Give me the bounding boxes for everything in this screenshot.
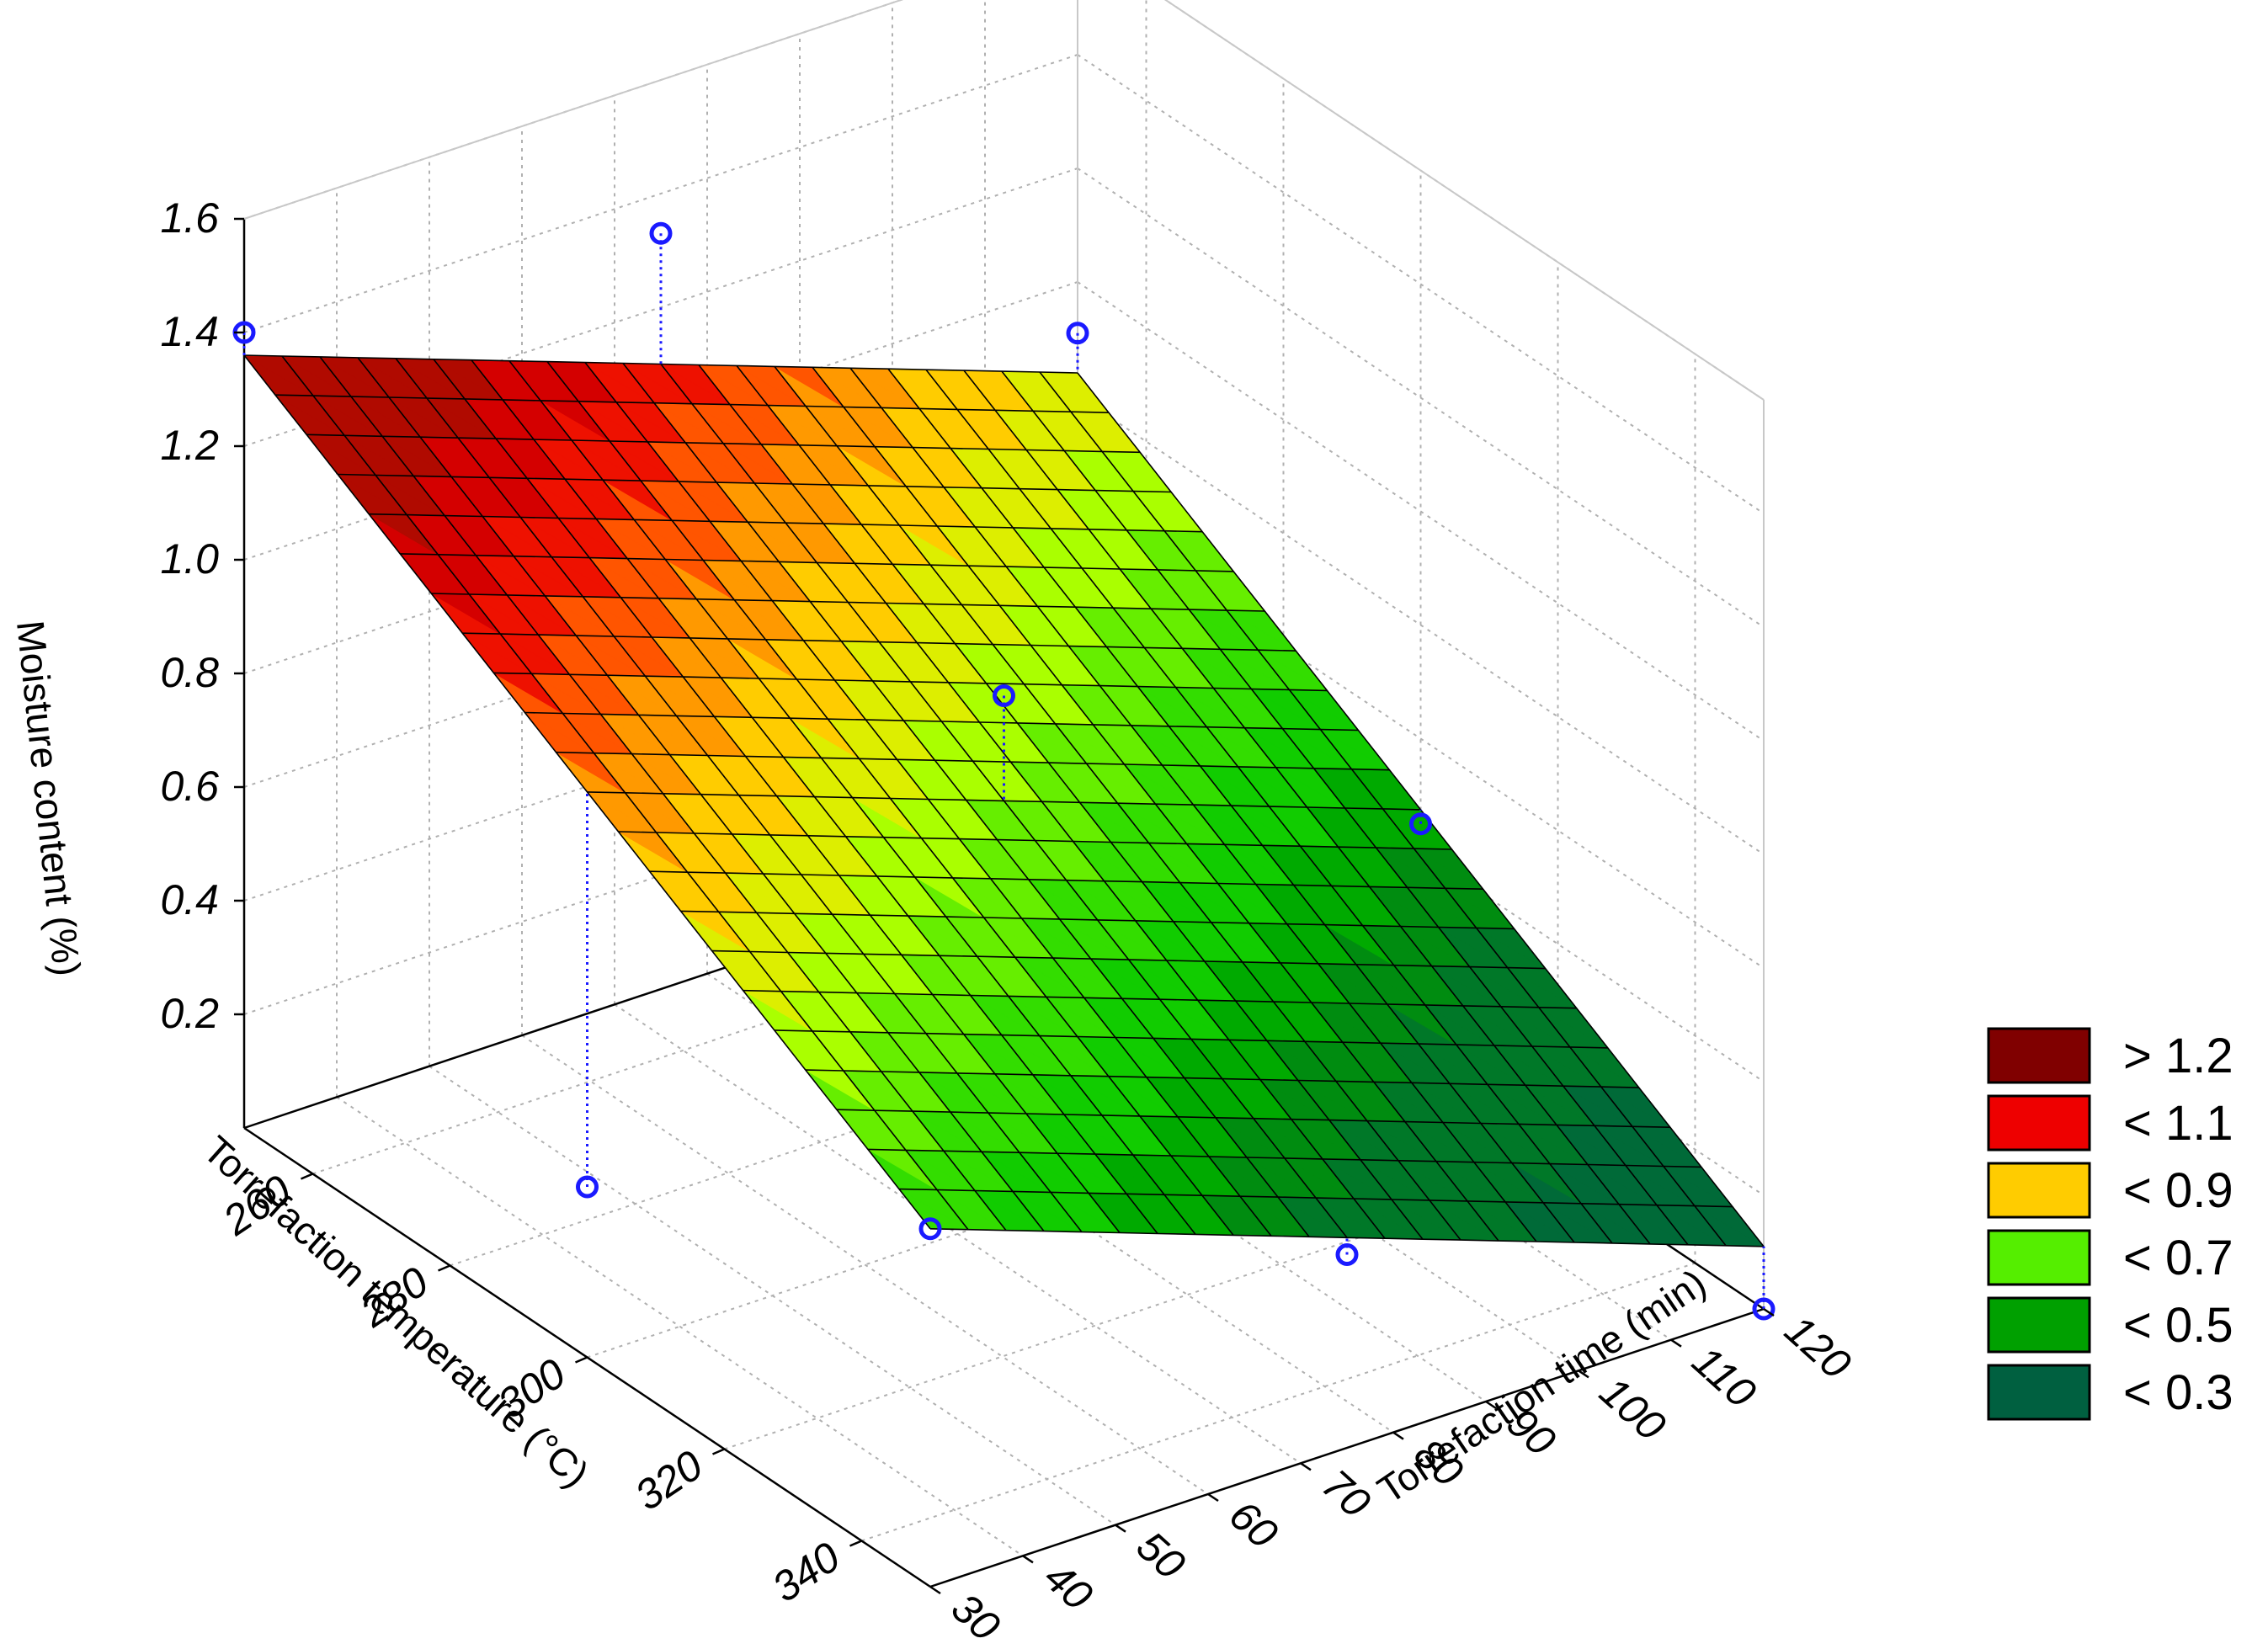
observed-point: [576, 1175, 599, 1199]
x-tick-mark: [438, 1264, 450, 1272]
y-tick-label: 110: [1684, 1337, 1765, 1417]
mesh-line: [774, 1029, 1608, 1049]
y-tick-label: 30: [943, 1584, 1009, 1649]
mesh-line: [929, 1228, 1765, 1247]
mesh-line: [1039, 371, 1727, 1247]
z-tick-label: 1.0: [160, 535, 219, 582]
y-tick-label: 50: [1128, 1522, 1195, 1588]
y-tick-mark: [1115, 1524, 1126, 1533]
legend-label: > 1.2: [2123, 1029, 2233, 1083]
legend-label: < 0.3: [2123, 1365, 2233, 1420]
y-tick-mark: [1578, 1370, 1589, 1379]
y-tick-mark: [1300, 1462, 1312, 1471]
mesh-line: [805, 1069, 1639, 1088]
observed-point: [1066, 322, 1089, 345]
mesh-line: [736, 364, 1424, 1240]
y-tick-mark: [1763, 1307, 1775, 1317]
grid-line: [312, 895, 1147, 1175]
legend-swatch: [1987, 1364, 2091, 1421]
z-tick-label: 1.2: [160, 422, 219, 469]
y-tick-label: 70: [1313, 1460, 1380, 1527]
legend: > 1.2 < 1.1 < 0.9 < 0.7 < 0.5 < 0.3: [1987, 1027, 2233, 1421]
x-tick-mark: [712, 1448, 725, 1455]
grid-line: [1077, 54, 1765, 514]
legend-label: < 0.5: [2123, 1298, 2233, 1353]
x-tick-mark: [301, 1173, 313, 1180]
legend-swatch: [1987, 1296, 2091, 1354]
legend-label: < 0.9: [2123, 1163, 2233, 1218]
mesh-line: [925, 369, 1613, 1244]
legend-swatch: [1987, 1229, 2091, 1286]
mesh-line: [743, 989, 1577, 1009]
grid-line: [429, 1065, 1116, 1526]
y-axis-label: Torrefaction time (min): [1370, 1260, 1713, 1512]
z-tick-label: 0.2: [160, 990, 219, 1037]
legend-swatch: [1987, 1162, 2091, 1219]
y-tick-mark: [1022, 1555, 1034, 1564]
mesh-line: [660, 364, 1348, 1238]
box-edge: [243, 0, 904, 220]
mesh-line: [836, 1109, 1670, 1128]
y-tick-mark: [929, 1585, 941, 1595]
z-tick-label: 0.8: [160, 649, 219, 696]
mesh-line: [618, 831, 1452, 850]
grid-line: [243, 54, 1078, 333]
grid-line: [243, 0, 904, 220]
y-tick-label: 100: [1591, 1368, 1675, 1450]
mesh-line: [698, 364, 1386, 1239]
mesh-line: [887, 368, 1575, 1243]
grid-line: [521, 1035, 1209, 1495]
y-tick-label: 60: [1221, 1492, 1287, 1558]
mesh-line: [898, 1188, 1733, 1208]
y-tick-mark: [1670, 1338, 1682, 1348]
legend-label: < 1.1: [2123, 1096, 2233, 1151]
z-tick-label: 0.6: [160, 763, 219, 810]
mesh-line: [711, 950, 1546, 970]
mesh-line: [774, 365, 1461, 1241]
mesh-line: [1001, 370, 1689, 1246]
z-tick-label: 1.4: [160, 308, 219, 355]
x-tick-label: 340: [764, 1533, 849, 1611]
observed-point: [993, 684, 1015, 707]
observed-point: [649, 221, 673, 245]
x-tick-mark: [849, 1540, 862, 1547]
z-tick-label: 0.4: [160, 876, 219, 923]
grid-line: [724, 1170, 1558, 1450]
y-tick-mark: [1485, 1400, 1497, 1410]
y-tick-mark: [1392, 1431, 1404, 1440]
z-tick-label: 1.6: [160, 194, 219, 242]
mesh-line: [649, 870, 1483, 890]
observed-point: [918, 1217, 942, 1241]
box-edge: [1163, 0, 1765, 401]
grid-line: [614, 1003, 1302, 1465]
response-surface: [242, 354, 1765, 1247]
observed-points: [232, 221, 1776, 1321]
grid-line: [336, 1096, 1024, 1557]
x-tick-label: 320: [626, 1441, 711, 1519]
grid-line: [861, 1262, 1696, 1542]
mesh-line: [867, 1148, 1701, 1168]
observed-point: [1752, 1297, 1776, 1321]
z-axis-label: Moisture content (%): [8, 619, 89, 979]
x-axis-label: Torrefaction temperature (°C): [195, 1127, 598, 1496]
y-tick-label: 120: [1776, 1306, 1861, 1389]
legend-swatch: [1987, 1027, 2091, 1084]
mesh-line: [812, 366, 1499, 1242]
x-tick-mark: [575, 1356, 588, 1364]
grid-line: [1077, 281, 1765, 742]
mesh-line: [963, 370, 1651, 1245]
y-tick-label: 40: [1036, 1553, 1102, 1620]
legend-swatch: [1987, 1094, 2091, 1152]
grid-line: [1163, 0, 1765, 401]
mesh-line: [849, 367, 1537, 1242]
legend-label: < 0.7: [2123, 1231, 2233, 1285]
observed-point: [1335, 1243, 1359, 1266]
mesh-line: [680, 910, 1515, 930]
observed-point: [1409, 812, 1432, 836]
axis-line: [929, 1307, 1765, 1588]
y-tick-mark: [1207, 1492, 1219, 1503]
